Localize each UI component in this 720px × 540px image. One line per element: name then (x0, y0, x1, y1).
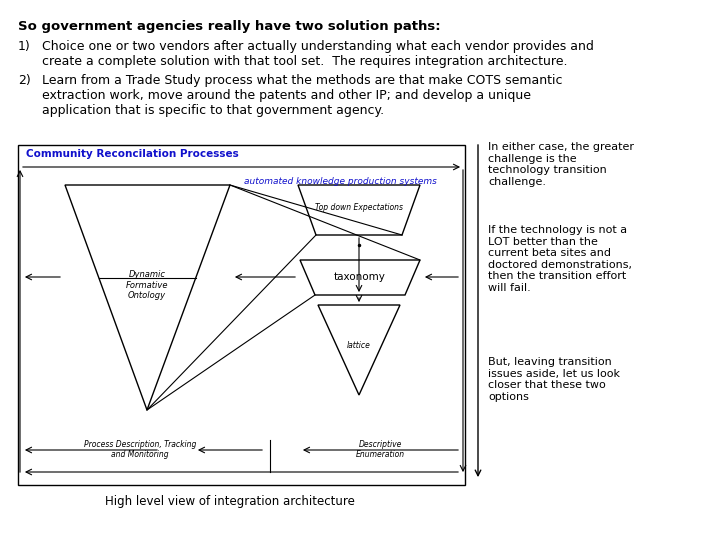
Text: In either case, the greater
challenge is the
technology transition
challenge.: In either case, the greater challenge is… (488, 142, 634, 187)
Text: automated knowledge production systems: automated knowledge production systems (243, 177, 436, 186)
Text: But, leaving transition
issues aside, let us look
closer that these two
options: But, leaving transition issues aside, le… (488, 357, 620, 402)
Text: Community Reconcilation Processes: Community Reconcilation Processes (26, 149, 239, 159)
Text: Learn from a Trade Study process what the methods are that make COTS semantic
ex: Learn from a Trade Study process what th… (42, 74, 562, 117)
Text: Dynamic
Formative
Ontology: Dynamic Formative Ontology (126, 270, 168, 300)
Text: 1): 1) (18, 40, 31, 53)
Text: 2): 2) (18, 74, 31, 87)
Text: So government agencies really have two solution paths:: So government agencies really have two s… (18, 20, 441, 33)
Text: Choice one or two vendors after actually understanding what each vendor provides: Choice one or two vendors after actually… (42, 40, 594, 68)
Text: taxonomy: taxonomy (334, 272, 386, 282)
Text: Top down Expectations: Top down Expectations (315, 204, 403, 213)
Text: Descriptive
Enumeration: Descriptive Enumeration (356, 440, 405, 460)
Bar (18, 145, 465, 485)
Text: If the technology is not a
LOT better than the
current beta sites and
doctored d: If the technology is not a LOT better th… (488, 225, 632, 293)
Text: Process Description, Tracking
and Monitoring: Process Description, Tracking and Monito… (84, 440, 196, 460)
Text: High level view of integration architecture: High level view of integration architect… (105, 495, 355, 508)
Text: lattice: lattice (347, 341, 371, 349)
